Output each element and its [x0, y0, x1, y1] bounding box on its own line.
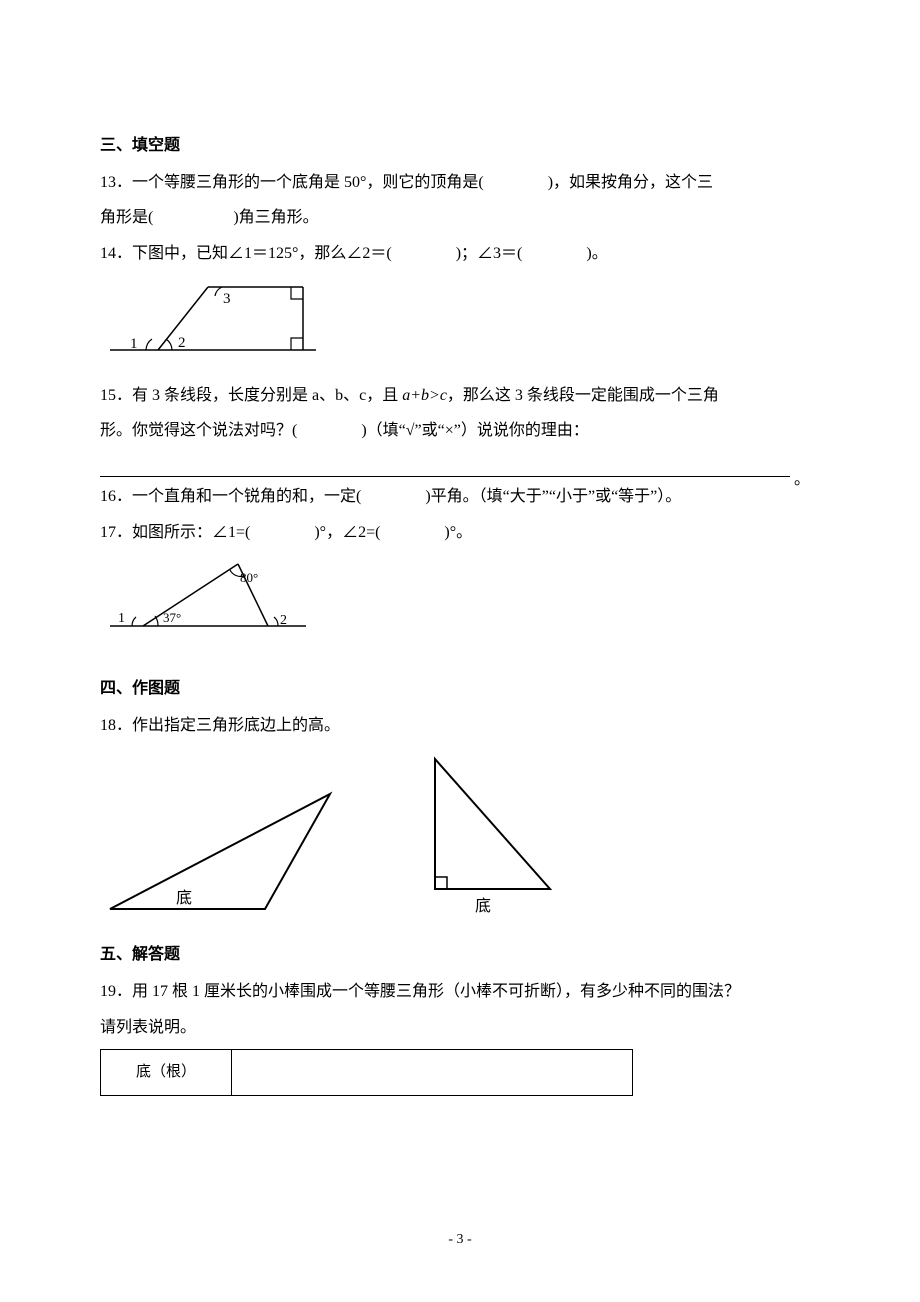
q19-row1-value[interactable] — [232, 1049, 633, 1095]
q15-period: 。 — [794, 462, 810, 497]
svg-text:37°: 37° — [163, 610, 181, 625]
page-number: - 3 - — [0, 1225, 920, 1256]
q14-figure: 1 2 3 — [108, 275, 820, 374]
svg-text:2: 2 — [280, 613, 287, 628]
q14-text: 14．下图中，已知∠1＝125°，那么∠2＝( )；∠3＝( )。 — [100, 236, 820, 271]
svg-text:1: 1 — [118, 611, 125, 626]
svg-text:底: 底 — [176, 889, 192, 907]
q15-answer-line[interactable] — [100, 456, 790, 477]
q17-figure: 1 37° 80° 2 — [108, 554, 820, 653]
q16-text: 16．一个直角和一个锐角的和，一定( )平角。（填“大于”“小于”或“等于”）。 — [100, 479, 820, 514]
section-5-title: 五、解答题 — [100, 937, 820, 972]
svg-text:底: 底 — [475, 897, 491, 915]
q19-row1-label: 底（根） — [101, 1049, 232, 1095]
q18-figures: 底 底 — [100, 749, 820, 919]
section-3-title: 三、填空题 — [100, 128, 820, 163]
svg-text:80°: 80° — [240, 570, 258, 585]
q13-line1: 13．一个等腰三角形的一个底角是 50°，则它的顶角是( )，如果按角分，这个三 — [100, 165, 820, 200]
q19-table: 底（根） — [100, 1049, 633, 1096]
q19-line1: 19．用 17 根 1 厘米长的小棒围成一个等腰三角形（小棒不可折断），有多少种… — [100, 974, 820, 1009]
q19-line2: 请列表说明。 — [100, 1010, 820, 1045]
section-4-title: 四、作图题 — [100, 671, 820, 706]
q18-text: 18．作出指定三角形底边上的高。 — [100, 708, 820, 743]
table-row: 底（根） — [101, 1049, 633, 1095]
q17-text: 17．如图所示：∠1=( )°，∠2=( )°。 — [100, 515, 820, 550]
q13-line2: 角形是( )角三角形。 — [100, 200, 820, 235]
svg-text:1: 1 — [130, 336, 138, 352]
q15-line1: 15．有 3 条线段，长度分别是 a、b、c，且 a+b>c，那么这 3 条线段… — [100, 378, 820, 413]
q15-line2: 形。你觉得这个说法对吗？( )（填“√”或“×”）说说你的理由： — [100, 413, 820, 448]
svg-text:3: 3 — [223, 291, 231, 307]
svg-text:2: 2 — [178, 335, 186, 351]
